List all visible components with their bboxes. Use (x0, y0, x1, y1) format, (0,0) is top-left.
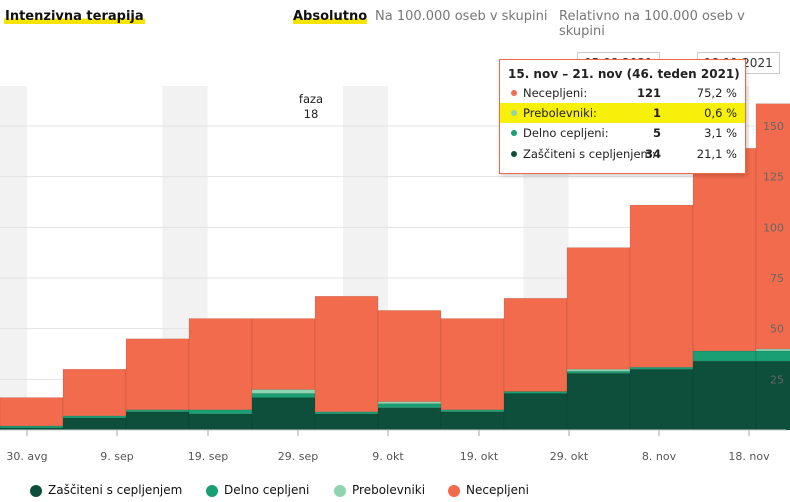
bar-segment (629, 204, 694, 368)
legend: Zaščiteni s cepljenjem Delno cepljeni Pr… (0, 483, 790, 499)
x-tick-label: 19. okt (460, 450, 499, 463)
tooltip-row-value: 121 (636, 86, 661, 100)
bar-segment (503, 391, 568, 394)
bar-segment (125, 409, 190, 413)
tooltip-row-pct: 21,1 % (696, 147, 737, 161)
tooltip: 15. nov – 21. nov (46. teden 2021) Necep… (499, 59, 746, 174)
tooltip-row-name: Delno cepljeni: (523, 126, 609, 140)
tab-per-100k[interactable]: Na 100.000 oseb v skupini (375, 9, 548, 24)
tooltip-row-zasciteni: Zaščiteni s cepljenjem: 34 21,1 % (500, 144, 745, 164)
y-tick-label: 50 (770, 323, 784, 336)
bar-segment (188, 409, 253, 415)
bar-segment (0, 397, 64, 427)
bar-segment (251, 393, 316, 398)
x-tick-label: 29. sep (278, 450, 318, 463)
bar-segment (566, 368, 631, 372)
legend-swatch (206, 485, 218, 497)
bar-segment (692, 147, 757, 352)
y-tick-label: 150 (763, 120, 784, 133)
bar-segment (692, 350, 757, 362)
y-tick-label: 25 (770, 373, 784, 386)
bar-segment (62, 417, 127, 431)
tooltip-dot (511, 90, 517, 96)
tab-absolutno[interactable]: Absolutno (293, 9, 368, 24)
x-tick-label: 9. okt (372, 450, 404, 463)
tooltip-row-name: Prebolevniki: (523, 106, 597, 120)
tooltip-row-prebolevniki: Prebolevniki: 1 0,6 % (500, 103, 745, 123)
x-tick-label: 8. nov (642, 450, 677, 463)
bar-segment (503, 393, 568, 431)
bar-segment (440, 411, 505, 431)
bar-segment (755, 348, 790, 352)
bar-segment (503, 297, 568, 392)
bar-segment (566, 370, 631, 374)
bar-segment (188, 318, 253, 411)
x-tick-label: 29. okt (550, 450, 589, 463)
bar-segment (188, 413, 253, 431)
tooltip-row-value: 5 (652, 126, 661, 140)
tooltip-row-value: 1 (652, 106, 661, 120)
bar-segment (251, 389, 316, 394)
legend-label: Delno cepljeni (224, 483, 310, 497)
legend-swatch (448, 485, 460, 497)
bar-segment (566, 247, 631, 370)
bar-segment (692, 360, 757, 431)
chart-title: Intenzivna terapija (4, 9, 145, 24)
x-tick-label: 19. sep (188, 450, 228, 463)
bar-segment (377, 403, 442, 409)
bar-segment (377, 310, 442, 402)
bar-segment (566, 372, 631, 431)
tooltip-title: 15. nov – 21. nov (46. teden 2021) (508, 67, 740, 81)
bar-segment (629, 368, 694, 431)
bar-segment (314, 413, 379, 431)
grid-band (0, 86, 28, 430)
y-tick-label: 125 (763, 171, 784, 184)
tooltip-row-pct: 0,6 % (704, 106, 737, 120)
tooltip-dot (511, 130, 517, 136)
legend-swatch (334, 485, 346, 497)
legend-label: Zaščiteni s cepljenjem (48, 483, 183, 497)
phase-label: faza (299, 92, 323, 106)
bar-segment (125, 338, 190, 411)
tooltip-row-pct: 75,2 % (696, 86, 737, 100)
tooltip-row-pct: 3,1 % (704, 126, 737, 140)
legend-swatch (30, 485, 42, 497)
tooltip-row-name: Zaščiteni s cepljenjem: (523, 147, 656, 161)
bar-segment (629, 366, 694, 370)
tooltip-row-necepljeni: Necepljeni: 121 75,2 % (500, 83, 745, 103)
bar-segment (440, 318, 505, 411)
bar-segment (377, 401, 442, 404)
tooltip-row-value: 34 (644, 147, 661, 161)
x-tick-label: 9. sep (100, 450, 133, 463)
legend-label: Necepljeni (466, 483, 529, 497)
bar-segment (62, 415, 127, 419)
bar-segment (440, 409, 505, 413)
bar-segment (377, 407, 442, 431)
x-tick-label: 30. avg (6, 450, 47, 463)
tooltip-row-name: Necepljeni: (523, 86, 588, 100)
tooltip-dot (511, 110, 517, 116)
bar-segment (314, 411, 379, 415)
tooltip-dot (511, 151, 517, 157)
tab-relative-per-100k[interactable]: Relativno na 100.000 oseb v skupini (559, 9, 745, 39)
bar-segment (251, 397, 316, 431)
bar-segment (755, 360, 790, 431)
x-tick-label: 18. nov (728, 450, 770, 463)
bar-segment (62, 368, 127, 417)
bar-segment (314, 295, 379, 413)
y-tick-label: 75 (770, 272, 784, 285)
bar-segment (755, 350, 790, 362)
phase-number: 18 (304, 107, 319, 121)
bar-segment (0, 425, 64, 429)
top-bar: Intenzivna terapija Absolutno Na 100.000… (0, 0, 790, 39)
bar-segment (251, 318, 316, 390)
bar-segment (125, 411, 190, 431)
bar-segment (755, 103, 790, 350)
y-tick-label: 100 (763, 221, 784, 234)
tooltip-row-delno-cepljeni: Delno cepljeni: 5 3,1 % (500, 123, 745, 143)
legend-label: Prebolevniki (352, 483, 426, 497)
